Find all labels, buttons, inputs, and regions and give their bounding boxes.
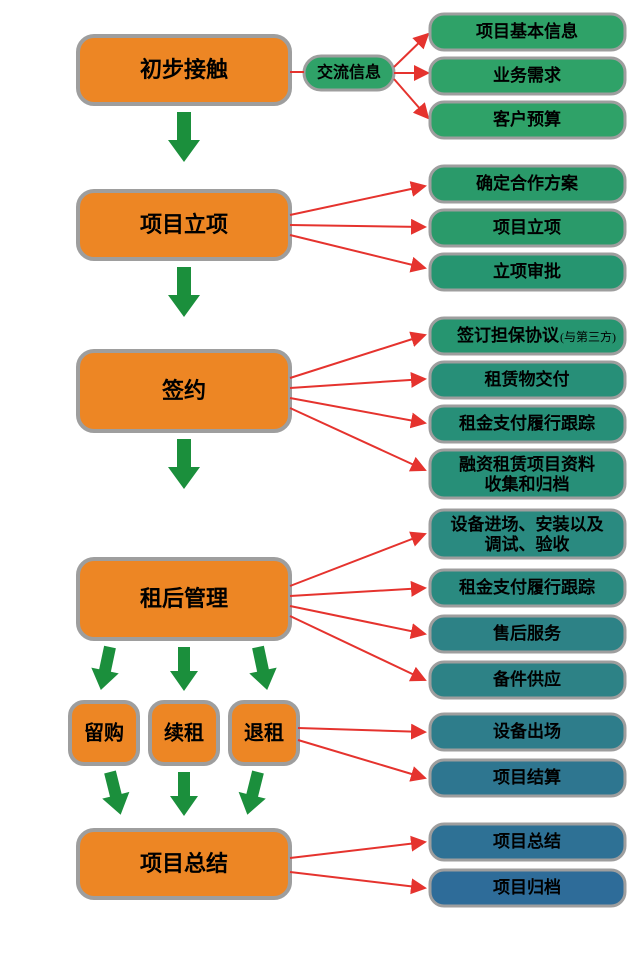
red-arrow-m3-s08 <box>290 379 425 388</box>
main-label-m2: 项目立项 <box>140 212 228 237</box>
side-label-s10a: 融资租赁项目资料 <box>459 454 595 474</box>
red-arrow-m6-s17 <box>290 842 425 858</box>
red-arrow-m4-s12 <box>290 588 425 596</box>
side-label-s13: 售后服务 <box>493 623 562 643</box>
green-arrow-4b <box>170 647 198 691</box>
side-label-s09: 租金支付履行跟踪 <box>459 413 595 433</box>
red-arrow-m4-s14 <box>290 616 425 680</box>
side-label-s10b: 收集和归档 <box>485 474 570 494</box>
sub-label-sn1: 交流信息 <box>317 63 381 82</box>
main-label-m4: 租后管理 <box>140 586 228 611</box>
main-label-m5a: 留购 <box>84 721 124 745</box>
green-arrow-3 <box>168 439 200 489</box>
red-arrow-m2-s04 <box>290 186 425 215</box>
side-label-s02: 业务需求 <box>493 65 561 85</box>
side-label-s11b: 调试、验收 <box>485 534 570 554</box>
side-label-s04: 确定合作方案 <box>476 173 579 193</box>
green-arrow-5b <box>170 772 198 816</box>
red-arrow-m4-s13 <box>290 606 425 634</box>
red-arrow-m2-s05 <box>290 225 425 227</box>
flowchart-svg: 初步接触 项目立项 签约 租后管理 留购 续租 退租 <box>0 0 640 955</box>
side-label-s05: 项目立项 <box>493 217 561 237</box>
side-label-s11a: 设备进场、安装以及 <box>451 514 605 534</box>
side-note-s07: (与第三方) <box>560 329 616 344</box>
red-arrow-sn1-s01 <box>394 34 428 67</box>
side-label-s18: 项目归档 <box>493 877 561 897</box>
red-arrow-m3-s07 <box>290 335 425 378</box>
side-label-s03: 客户预算 <box>492 109 561 129</box>
main-label-m6: 项目总结 <box>140 851 228 876</box>
main-label-m3: 签约 <box>161 378 206 403</box>
side-label-s08: 租赁物交付 <box>485 369 570 389</box>
main-label-m5c: 退租 <box>244 722 284 745</box>
red-arrow-m4-s11 <box>290 534 425 586</box>
green-arrow-1 <box>168 112 200 162</box>
red-arrow-m5c-s15 <box>298 728 425 732</box>
side-label-s07: 签订担保协议 <box>456 325 560 345</box>
green-arrow-4c <box>244 644 281 693</box>
red-arrow-m3-s09 <box>290 398 425 423</box>
side-label-s06: 立项审批 <box>493 261 561 281</box>
side-label-s14: 备件供应 <box>492 669 561 689</box>
main-label-m1: 初步接触 <box>140 57 228 82</box>
green-arrow-5a <box>96 769 134 818</box>
red-arrow-m2-s06 <box>290 235 425 268</box>
red-arrow-m5c-s16 <box>298 740 425 778</box>
green-arrow-5c <box>234 769 272 818</box>
main-label-m5b: 续租 <box>164 721 204 745</box>
side-label-s17: 项目总结 <box>493 831 561 851</box>
side-label-s15: 设备出场 <box>493 721 561 741</box>
red-arrow-sn1-s03 <box>394 79 428 118</box>
side-label-s01: 项目基本信息 <box>476 21 578 41</box>
side-label-s12: 租金支付履行跟踪 <box>459 577 595 597</box>
red-arrow-m6-s18 <box>290 872 425 888</box>
green-arrow-2 <box>168 267 200 317</box>
side-label-s16: 项目结算 <box>493 767 561 787</box>
red-arrow-m3-s10 <box>290 408 425 470</box>
green-arrow-4a <box>87 644 124 693</box>
